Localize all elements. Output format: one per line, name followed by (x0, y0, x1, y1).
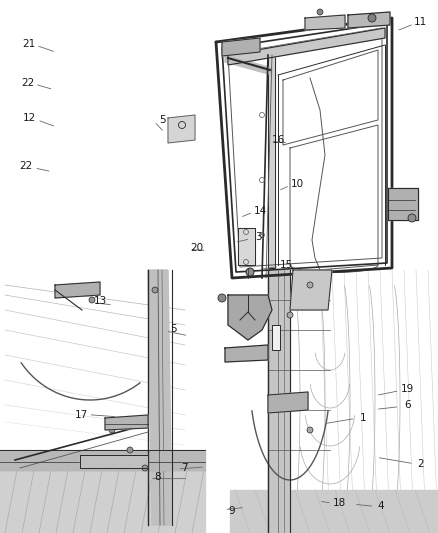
Bar (272, 325, 280, 350)
Text: 3: 3 (255, 232, 262, 242)
Text: 22: 22 (20, 161, 33, 171)
Circle shape (287, 312, 293, 318)
Text: 8: 8 (154, 472, 161, 482)
Text: 12: 12 (23, 114, 36, 123)
Text: 22: 22 (21, 78, 34, 87)
Text: 4: 4 (378, 502, 385, 511)
Circle shape (109, 427, 115, 433)
Polygon shape (168, 115, 195, 143)
Polygon shape (0, 450, 205, 470)
Text: 20: 20 (191, 243, 204, 253)
Text: 5: 5 (159, 115, 166, 125)
Polygon shape (105, 415, 148, 430)
Text: 2: 2 (417, 459, 424, 469)
Text: 7: 7 (180, 463, 187, 473)
Text: 6: 6 (404, 400, 411, 410)
Polygon shape (222, 38, 260, 56)
Text: 11: 11 (414, 18, 427, 27)
Polygon shape (230, 490, 438, 533)
Polygon shape (55, 282, 100, 298)
Text: 9: 9 (229, 506, 236, 515)
Polygon shape (228, 28, 385, 65)
Polygon shape (268, 55, 275, 268)
Text: 13: 13 (94, 296, 107, 306)
Polygon shape (348, 12, 390, 28)
Text: 5: 5 (170, 325, 177, 334)
Polygon shape (225, 55, 272, 75)
Text: 15: 15 (280, 261, 293, 270)
Circle shape (127, 447, 133, 453)
Circle shape (307, 282, 313, 288)
Polygon shape (268, 392, 308, 413)
Text: 19: 19 (401, 384, 414, 394)
Polygon shape (290, 270, 332, 310)
Circle shape (152, 287, 158, 293)
Text: 18: 18 (333, 498, 346, 508)
Circle shape (89, 297, 95, 303)
Polygon shape (148, 270, 172, 525)
Text: 16: 16 (272, 135, 285, 144)
Text: 10: 10 (291, 179, 304, 189)
Polygon shape (80, 455, 148, 468)
Circle shape (142, 465, 148, 471)
Circle shape (408, 214, 416, 222)
Polygon shape (0, 470, 205, 533)
Polygon shape (388, 188, 418, 220)
Text: 14: 14 (254, 206, 267, 215)
Polygon shape (238, 228, 255, 265)
Circle shape (368, 14, 376, 22)
Polygon shape (228, 295, 272, 340)
Text: 21: 21 (22, 39, 35, 49)
Text: 17: 17 (74, 410, 88, 419)
Circle shape (218, 294, 226, 302)
Polygon shape (268, 270, 290, 533)
Text: 1: 1 (360, 414, 367, 423)
Polygon shape (225, 345, 268, 362)
Circle shape (317, 9, 323, 15)
Circle shape (246, 268, 254, 276)
Polygon shape (305, 15, 345, 30)
Circle shape (307, 427, 313, 433)
